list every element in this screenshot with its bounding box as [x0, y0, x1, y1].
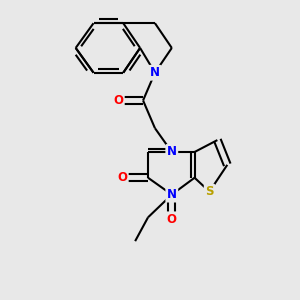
Text: O: O	[113, 94, 123, 107]
Text: N: N	[167, 188, 177, 201]
Text: N: N	[167, 146, 177, 158]
Text: O: O	[117, 171, 127, 184]
Text: O: O	[167, 213, 177, 226]
Text: S: S	[205, 185, 214, 198]
Text: N: N	[150, 66, 160, 79]
